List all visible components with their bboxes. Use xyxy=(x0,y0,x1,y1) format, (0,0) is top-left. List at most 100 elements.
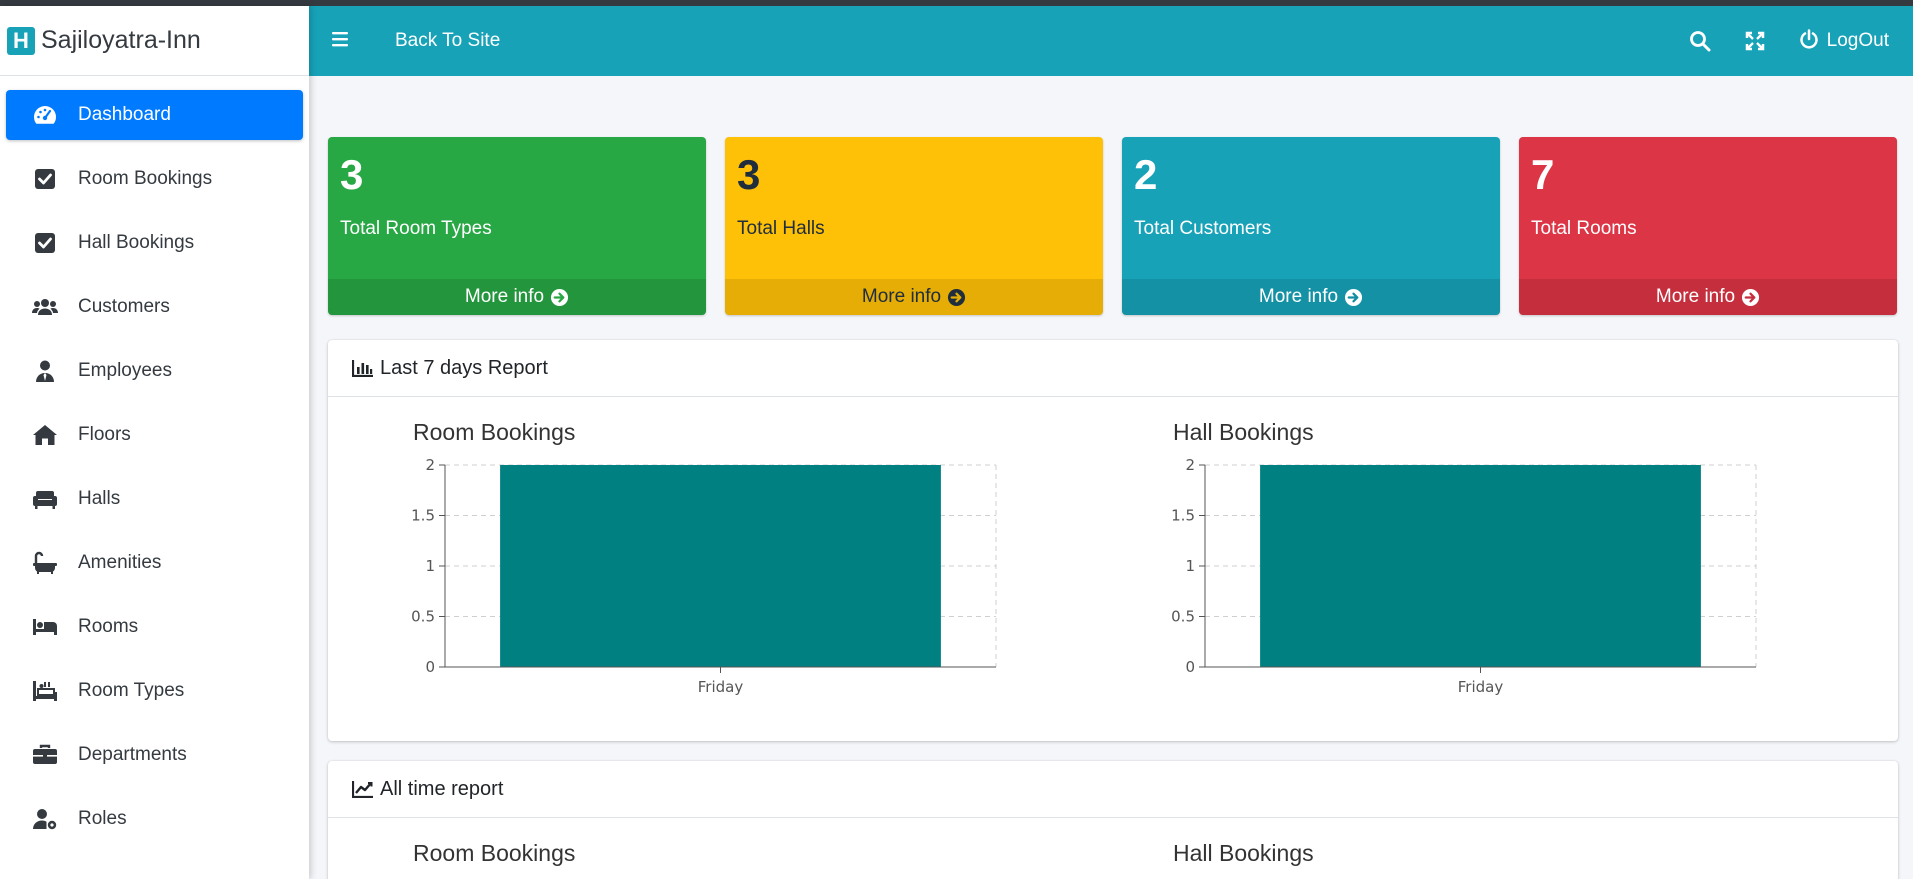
sidebar-item-dashboard[interactable]: Dashboard xyxy=(6,90,303,140)
sidebar-item-label: Room Bookings xyxy=(78,168,213,189)
sidebar-item-hall-bookings[interactable]: Hall Bookings xyxy=(6,218,303,268)
sidebar-item-departments[interactable]: Departments xyxy=(6,730,303,780)
stat-value: 3 xyxy=(340,151,364,198)
hamburger-icon[interactable] xyxy=(331,30,361,53)
card-title: All time report xyxy=(380,777,504,800)
main-content: 3 Total Room Types More info 3 Total Hal… xyxy=(328,137,1898,879)
sidebar-item-roles[interactable]: Roles xyxy=(6,794,303,844)
sidebar-item-label: Departments xyxy=(78,744,187,765)
bath-icon xyxy=(30,550,60,576)
sidebar-item-label: Floors xyxy=(78,424,131,445)
sidebar-item-label: Amenities xyxy=(78,552,162,573)
sidebar-item-halls[interactable]: Halls xyxy=(6,474,303,524)
sidebar-item-floors[interactable]: Floors xyxy=(6,410,303,460)
sidebar-item-label: Room Types xyxy=(78,680,185,701)
room-bookings-chart-title: Room Bookings xyxy=(413,419,576,445)
more-info-link[interactable]: More info xyxy=(328,279,706,315)
stat-box-rooms: 7 Total Rooms More info xyxy=(1519,137,1897,315)
y-tick-label: 0.5 xyxy=(1171,608,1195,626)
y-tick-label: 1.5 xyxy=(1171,507,1195,525)
check-square-icon xyxy=(30,230,60,256)
brand-logo-icon: H xyxy=(7,26,35,55)
stat-boxes: 3 Total Room Types More info 3 Total Hal… xyxy=(328,137,1898,315)
sidebar-item-label: Rooms xyxy=(78,616,139,637)
y-tick-label: 2 xyxy=(425,456,435,474)
sidebar-nav: Dashboard Room Bookings Hall Bookings Cu… xyxy=(0,76,309,844)
y-tick-label: 0.5 xyxy=(411,608,435,626)
y-tick-label: 1 xyxy=(1185,557,1195,575)
search-icon[interactable] xyxy=(1689,30,1711,52)
arrow-circle-right-icon xyxy=(1742,288,1760,306)
sidebar-item-label: Hall Bookings xyxy=(78,232,195,253)
stat-label: Total Room Types xyxy=(340,218,492,239)
bar-chart-icon xyxy=(352,360,373,377)
y-tick-label: 2 xyxy=(1185,456,1195,474)
sidebar-item-customers[interactable]: Customers xyxy=(6,282,303,332)
y-tick-label: 0 xyxy=(425,658,435,676)
line-chart-icon xyxy=(352,781,373,798)
hall-bookings-chart-title: Hall Bookings xyxy=(1173,419,1314,445)
sidebar: H Sajiloyatra-Inn Dashboard Room Booking… xyxy=(0,6,309,879)
room-bookings-chart-title: Room Bookings xyxy=(413,840,576,866)
sidebar-item-label: Employees xyxy=(78,360,172,381)
back-to-site-link[interactable]: Back To Site xyxy=(395,30,501,51)
hotel-icon xyxy=(30,678,60,704)
sidebar-item-label: Halls xyxy=(78,488,121,509)
room-bookings-chart: Friday 0 0.5 1 1.5 2 xyxy=(411,456,997,696)
bed-icon xyxy=(30,614,60,640)
user-cog-icon xyxy=(30,806,60,832)
stat-label: Total Customers xyxy=(1134,218,1272,239)
logout-button[interactable]: LogOut xyxy=(1799,28,1889,54)
more-info-label: More info xyxy=(464,286,545,307)
top-navbar: Back To Site LogOut xyxy=(309,6,1913,76)
more-info-label: More info xyxy=(1258,286,1339,307)
arrow-circle-right-icon xyxy=(1345,288,1363,306)
sidebar-item-amenities[interactable]: Amenities xyxy=(6,538,303,588)
user-tie-icon xyxy=(30,358,60,384)
card-body: Room Bookings Hall Bookings xyxy=(328,818,1898,879)
stat-label: Total Rooms xyxy=(1531,218,1637,239)
stat-label: Total Halls xyxy=(737,218,825,239)
home-icon xyxy=(30,422,60,448)
couch-icon xyxy=(30,486,60,512)
expand-icon[interactable] xyxy=(1745,31,1765,51)
brand[interactable]: H Sajiloyatra-Inn xyxy=(0,6,309,76)
check-square-icon xyxy=(30,166,60,192)
card-title: Last 7 days Report xyxy=(380,356,548,379)
sidebar-item-label: Customers xyxy=(78,296,170,317)
sidebar-item-room-types[interactable]: Room Types xyxy=(6,666,303,716)
x-tick-label: Friday xyxy=(1458,678,1504,696)
card-body: Room Bookings Friday 0 0.5 1 1.5 2 Hall Booki… xyxy=(328,397,1898,741)
y-tick-label: 0 xyxy=(1185,658,1195,676)
arrow-circle-right-icon xyxy=(948,288,966,306)
last-7-days-report-card: Last 7 days Report Room Bookings Friday 0… xyxy=(328,340,1898,741)
stat-value: 3 xyxy=(737,151,761,198)
all-time-report-card: All time report Room Bookings Hall Booki… xyxy=(328,761,1898,879)
x-tick-label: Friday xyxy=(698,678,744,696)
card-header: All time report xyxy=(328,761,1898,818)
more-info-link[interactable]: More info xyxy=(1519,279,1897,315)
more-info-label: More info xyxy=(861,286,942,307)
sidebar-item-employees[interactable]: Employees xyxy=(6,346,303,396)
sidebar-item-label: Dashboard xyxy=(78,104,171,125)
stat-box-customers: 2 Total Customers More info xyxy=(1122,137,1500,315)
bar xyxy=(500,465,941,667)
window-top-strip xyxy=(0,0,1913,6)
arrow-circle-right-icon xyxy=(551,288,569,306)
sidebar-item-label: Roles xyxy=(78,808,127,829)
briefcase-icon xyxy=(30,742,60,768)
power-icon xyxy=(1799,28,1819,54)
more-info-link[interactable]: More info xyxy=(725,279,1103,315)
sidebar-item-room-bookings[interactable]: Room Bookings xyxy=(6,154,303,204)
stat-box-halls: 3 Total Halls More info xyxy=(725,137,1103,315)
y-tick-label: 1.5 xyxy=(411,507,435,525)
stat-value: 7 xyxy=(1531,151,1555,198)
sidebar-item-rooms[interactable]: Rooms xyxy=(6,602,303,652)
card-header: Last 7 days Report xyxy=(328,340,1898,397)
more-info-label: More info xyxy=(1655,286,1736,307)
logout-label: LogOut xyxy=(1826,30,1889,51)
brand-name: Sajiloyatra-Inn xyxy=(41,26,201,54)
users-icon xyxy=(30,294,60,320)
stat-box-room-types: 3 Total Room Types More info xyxy=(328,137,706,315)
more-info-link[interactable]: More info xyxy=(1122,279,1500,315)
